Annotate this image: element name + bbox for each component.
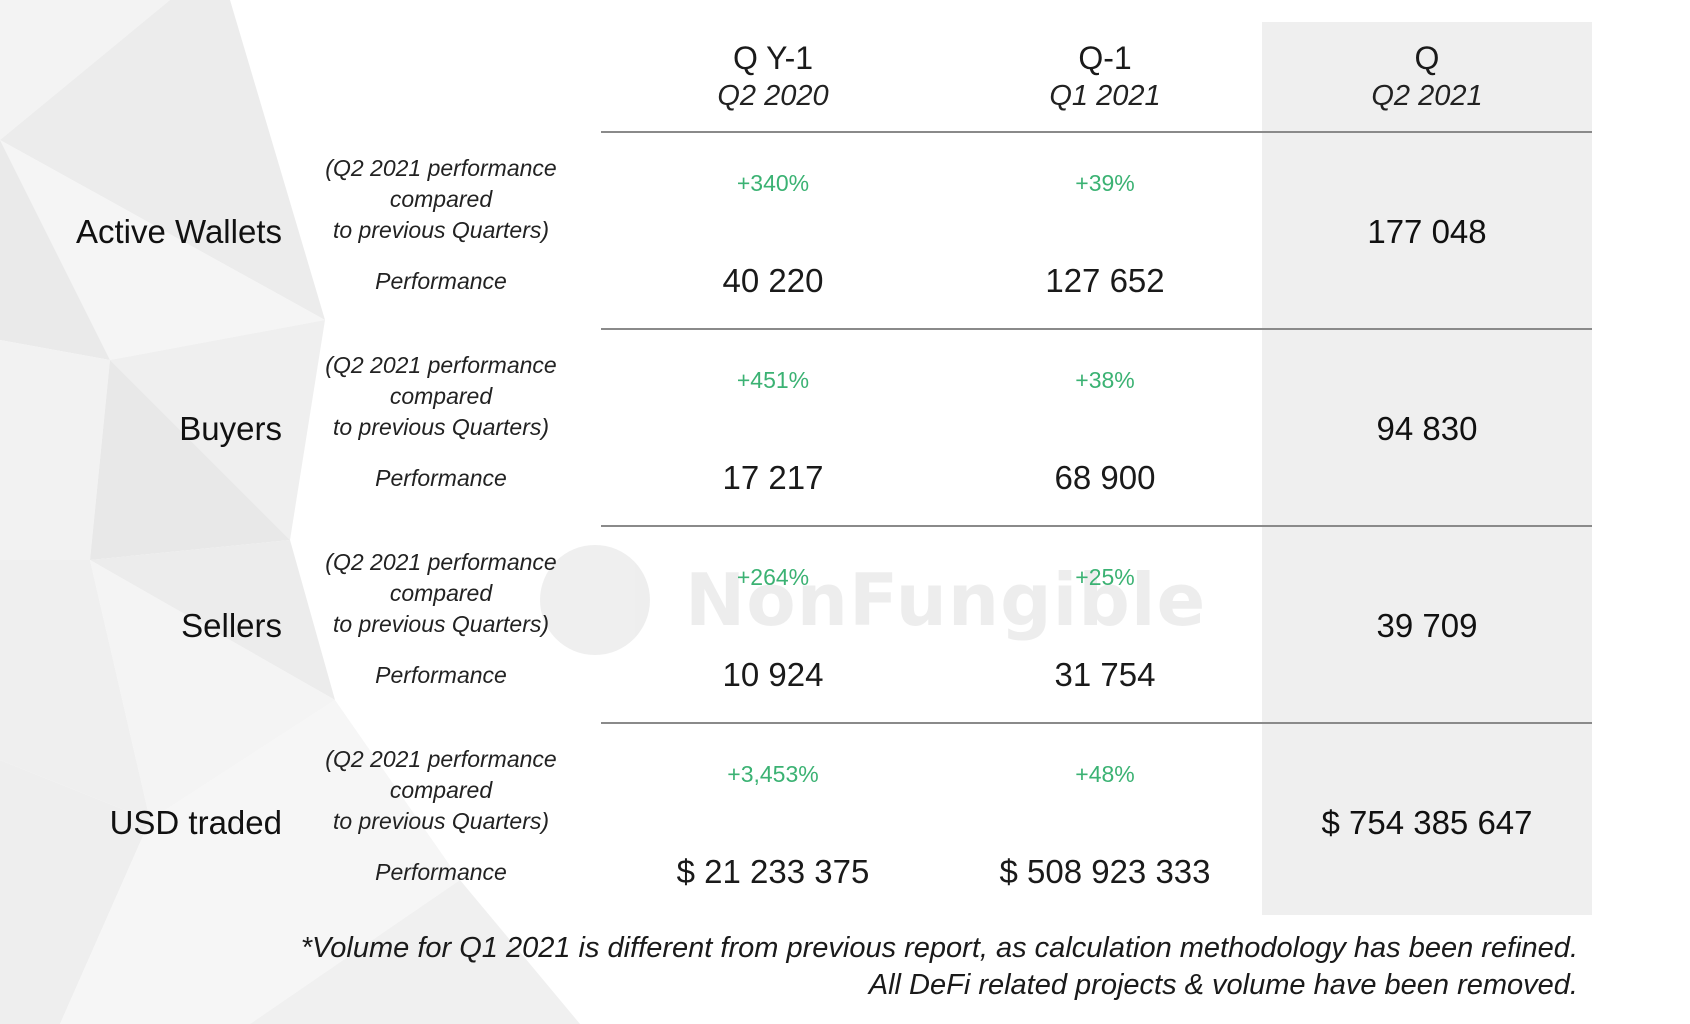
column-title: Q Y-1 — [732, 40, 814, 76]
compare-note-line: (Q2 2021 performance compared — [325, 746, 557, 803]
performance-label: Performance — [375, 859, 507, 885]
row-divider — [601, 131, 1592, 133]
compare-note-line: to previous Quarters) — [332, 414, 550, 440]
performance-label: Performance — [375, 662, 507, 688]
compare-note: (Q2 2021 performance compared to previou… — [286, 547, 596, 640]
pct-change-q-y-1: +3,453% — [727, 761, 819, 787]
metric-label: USD traded — [109, 804, 282, 841]
pct-change-q-1: +48% — [1075, 761, 1135, 787]
column-title: Q — [1414, 40, 1440, 76]
pct-change-q-1: +39% — [1075, 170, 1135, 196]
pct-change-q-y-1: +264% — [736, 564, 810, 590]
compare-note-line: (Q2 2021 performance compared — [325, 155, 557, 212]
watermark-logo-icon — [540, 545, 650, 655]
value-q-y-1: 17 217 — [722, 459, 824, 496]
compare-note: (Q2 2021 performance compared to previou… — [286, 744, 596, 837]
value-q-current: 39 709 — [1376, 607, 1478, 644]
performance-label: Performance — [375, 268, 507, 294]
footnote-line: All DeFi related projects & volume have … — [868, 969, 1578, 1001]
column-header-q-y-1: Q Y-1 Q2 2020 — [608, 38, 938, 114]
current-quarter-column-highlight — [1262, 22, 1592, 915]
metric-label: Sellers — [181, 607, 282, 644]
column-period: Q2 2020 — [717, 80, 829, 112]
column-header-q-1: Q-1 Q1 2021 — [940, 38, 1270, 114]
value-q-current: 94 830 — [1376, 410, 1478, 447]
value-q-y-1: $ 21 233 375 — [676, 853, 870, 890]
value-q-current: $ 754 385 647 — [1321, 804, 1533, 841]
compare-note-line: (Q2 2021 performance compared — [325, 549, 557, 606]
row-divider — [601, 525, 1592, 527]
performance-label: Performance — [375, 465, 507, 491]
footnote: *Volume for Q1 2021 is different from pr… — [301, 930, 1578, 1004]
compare-note-line: to previous Quarters) — [332, 217, 550, 243]
column-period: Q1 2021 — [1049, 80, 1161, 112]
pct-change-q-y-1: +451% — [736, 367, 810, 393]
value-q-current: 177 048 — [1367, 213, 1487, 250]
compare-note-line: to previous Quarters) — [332, 611, 550, 637]
compare-note-line: to previous Quarters) — [332, 808, 550, 834]
watermark: NonFungible — [540, 545, 1206, 655]
pct-change-q-1: +38% — [1075, 367, 1135, 393]
value-q-y-1: 40 220 — [722, 262, 824, 299]
metric-label: Active Wallets — [76, 213, 282, 250]
value-q-1: 31 754 — [1054, 656, 1156, 693]
column-title: Q-1 — [1078, 40, 1132, 76]
column-header-q: Q Q2 2021 — [1262, 38, 1592, 114]
watermark-text: NonFungible — [685, 558, 1207, 642]
column-period: Q2 2021 — [1371, 80, 1483, 112]
footnote-line: *Volume for Q1 2021 is different from pr… — [300, 932, 1578, 964]
row-divider — [601, 722, 1592, 724]
compare-note: (Q2 2021 performance compared to previou… — [286, 350, 596, 443]
compare-note: (Q2 2021 performance compared to previou… — [286, 153, 596, 246]
pct-change-q-1: +25% — [1075, 564, 1135, 590]
value-q-1: 68 900 — [1054, 459, 1156, 496]
value-q-y-1: 10 924 — [722, 656, 824, 693]
pct-change-q-y-1: +340% — [736, 170, 810, 196]
metric-label: Buyers — [179, 410, 282, 447]
row-divider — [601, 328, 1592, 330]
value-q-1: 127 652 — [1045, 262, 1165, 299]
value-q-1: $ 508 923 333 — [999, 853, 1211, 890]
compare-note-line: (Q2 2021 performance compared — [325, 352, 557, 409]
